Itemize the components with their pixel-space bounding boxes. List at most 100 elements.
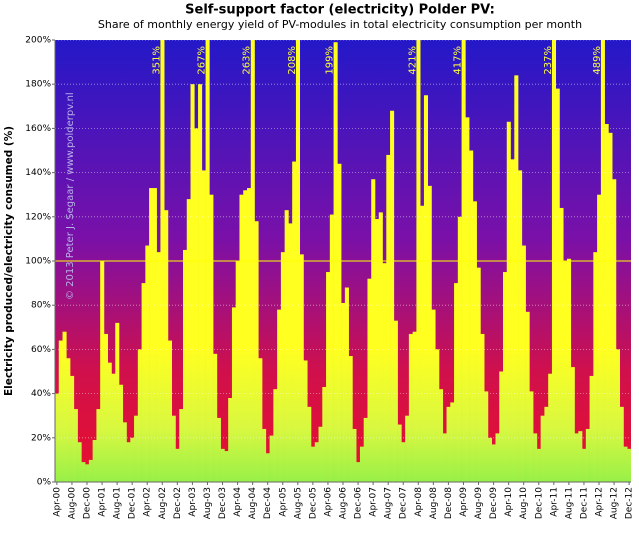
bar	[397, 424, 402, 482]
bar	[115, 322, 120, 482]
x-tick-label: Dec-11	[579, 487, 589, 519]
x-tick-label: Apr-05	[278, 487, 288, 517]
bar	[435, 349, 440, 482]
bar	[525, 311, 530, 482]
bar	[371, 179, 376, 482]
bar	[292, 161, 297, 482]
value-label: 351%	[151, 46, 162, 75]
bar	[344, 287, 349, 482]
bar	[179, 409, 184, 482]
bar	[375, 219, 380, 482]
x-tick-label: Aug-10	[519, 487, 529, 520]
bar	[393, 320, 398, 482]
bar	[175, 448, 180, 482]
bar	[529, 391, 534, 482]
value-label: 263%	[242, 46, 253, 75]
bar	[499, 371, 504, 482]
bar	[578, 431, 583, 482]
bar	[190, 84, 195, 482]
bar	[167, 340, 173, 482]
bar	[540, 415, 545, 482]
bar	[126, 442, 131, 482]
bar	[213, 353, 218, 482]
bar	[152, 188, 157, 482]
chart-subtitle: Share of monthly energy yield of PV-modu…	[98, 18, 582, 31]
bar	[70, 375, 75, 482]
bar	[555, 88, 560, 482]
bar	[288, 223, 293, 482]
x-tick-label: Apr-04	[233, 487, 243, 517]
bar	[284, 210, 289, 482]
bar	[469, 150, 474, 482]
x-tick-label: Aug-09	[474, 487, 484, 520]
y-tick-label: 140%	[25, 168, 51, 178]
value-label: 417%	[452, 46, 463, 75]
bar	[420, 205, 425, 482]
x-tick-label: Aug-04	[248, 487, 258, 520]
y-tick-label: 20%	[31, 433, 51, 443]
bar	[457, 216, 462, 482]
x-tick-label: Dec-01	[128, 487, 138, 519]
bar	[510, 159, 515, 482]
watermark: © 2013 Peter J. Segaar / www.polderpv.nl	[65, 92, 76, 300]
bar	[55, 393, 60, 482]
bar	[356, 462, 361, 482]
bar	[423, 95, 429, 482]
bar	[307, 406, 312, 482]
x-tick-label: Apr-02	[143, 487, 153, 517]
bar	[548, 373, 553, 482]
bar	[378, 212, 383, 482]
bar	[88, 459, 93, 482]
bar	[322, 386, 327, 482]
bar	[149, 188, 154, 482]
bar	[627, 448, 631, 482]
bar	[405, 415, 410, 482]
bar	[359, 446, 365, 482]
bar	[318, 426, 323, 482]
bar	[231, 307, 237, 482]
bar	[352, 428, 357, 482]
bar	[311, 446, 316, 482]
y-tick-label: 100%	[25, 257, 51, 267]
x-tick-label: Aug-02	[158, 487, 168, 519]
bar	[58, 340, 63, 482]
x-tick-label: Apr-03	[188, 487, 198, 517]
bar	[491, 444, 496, 482]
bar	[273, 389, 278, 482]
x-tick-label: Dec-05	[308, 487, 318, 519]
bar	[220, 448, 225, 482]
x-tick-label: Apr-09	[459, 487, 469, 517]
bar	[503, 272, 508, 482]
y-tick-label: 40%	[31, 389, 51, 399]
bar	[235, 261, 240, 482]
bar	[533, 433, 538, 482]
x-tick-label: Aug-03	[203, 487, 213, 519]
bar	[570, 367, 575, 482]
x-tick-label: Aug-00	[67, 487, 77, 520]
value-label: 421%	[407, 46, 418, 75]
bar	[224, 451, 229, 482]
bar	[314, 442, 319, 482]
bar	[329, 214, 334, 482]
y-tick-label: 0%	[37, 478, 52, 488]
bar	[563, 261, 568, 482]
bar	[559, 207, 564, 482]
x-tick-label: Apr-07	[369, 487, 379, 517]
x-tick-label: Dec-07	[399, 487, 409, 519]
bar	[326, 272, 331, 482]
bar	[518, 170, 523, 482]
x-tick-label: Aug-11	[564, 487, 574, 519]
bar	[465, 117, 470, 482]
x-tick-label: Dec-04	[263, 487, 273, 519]
bar	[243, 190, 248, 482]
bar	[228, 398, 233, 482]
bar	[254, 221, 259, 482]
bar	[612, 179, 617, 482]
value-label: 267%	[196, 46, 207, 75]
bar	[427, 185, 432, 482]
bar	[476, 267, 481, 482]
bar	[269, 435, 274, 482]
chart-title: Self-support factor (electricity) Polder…	[185, 3, 495, 18]
y-tick-label: 160%	[25, 124, 51, 134]
